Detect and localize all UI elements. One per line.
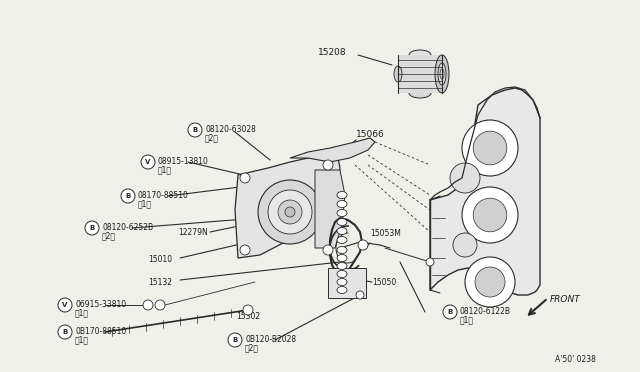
Ellipse shape: [337, 279, 347, 285]
Circle shape: [240, 245, 250, 255]
Text: 〈2〉: 〈2〉: [102, 231, 116, 240]
Ellipse shape: [337, 209, 347, 217]
Ellipse shape: [337, 247, 347, 253]
Polygon shape: [290, 138, 375, 162]
Circle shape: [263, 179, 269, 185]
Text: 12279N: 12279N: [178, 228, 208, 237]
Circle shape: [443, 305, 457, 319]
Text: FRONT: FRONT: [550, 295, 580, 305]
Polygon shape: [315, 170, 345, 248]
Circle shape: [473, 198, 507, 232]
Circle shape: [356, 291, 364, 299]
Text: B: B: [193, 127, 198, 133]
Ellipse shape: [440, 69, 444, 79]
Circle shape: [141, 155, 155, 169]
Text: 08120-63028: 08120-63028: [205, 125, 256, 134]
Text: 〈2〉: 〈2〉: [245, 343, 259, 352]
Text: B: B: [90, 225, 95, 231]
Text: 〈1〉: 〈1〉: [75, 335, 89, 344]
Text: 0B170-88510: 0B170-88510: [75, 327, 126, 336]
Text: 〈2〉: 〈2〉: [205, 133, 219, 142]
Polygon shape: [235, 155, 340, 258]
Ellipse shape: [337, 254, 347, 262]
Circle shape: [243, 305, 253, 315]
Circle shape: [155, 300, 165, 310]
Text: 08915-13810: 08915-13810: [158, 157, 209, 166]
Circle shape: [358, 240, 368, 250]
Text: 0B120-B2028: 0B120-B2028: [245, 335, 296, 344]
Text: A'50' 0238: A'50' 0238: [555, 355, 595, 364]
Circle shape: [453, 233, 477, 257]
Circle shape: [462, 120, 518, 176]
Circle shape: [287, 179, 293, 185]
Ellipse shape: [337, 218, 347, 225]
Text: 15053M: 15053M: [370, 229, 401, 238]
Ellipse shape: [337, 228, 347, 234]
Text: 〈1〉: 〈1〉: [138, 199, 152, 208]
Circle shape: [473, 131, 507, 165]
Circle shape: [268, 190, 312, 234]
Text: 15050: 15050: [372, 278, 396, 287]
Ellipse shape: [337, 192, 347, 199]
Circle shape: [426, 258, 434, 266]
Ellipse shape: [438, 63, 446, 85]
Circle shape: [58, 298, 72, 312]
Text: 15066: 15066: [356, 130, 385, 139]
Circle shape: [450, 163, 480, 193]
Bar: [328, 268, 366, 298]
Circle shape: [285, 207, 295, 217]
Circle shape: [323, 160, 333, 170]
Text: 15132: 15132: [148, 278, 172, 287]
Ellipse shape: [337, 263, 347, 269]
Ellipse shape: [409, 88, 431, 98]
Circle shape: [462, 187, 518, 243]
Text: V: V: [145, 159, 150, 165]
Circle shape: [58, 325, 72, 339]
Text: 08120-6122B: 08120-6122B: [460, 307, 511, 316]
Circle shape: [465, 257, 515, 307]
Text: B: B: [447, 309, 452, 315]
Ellipse shape: [337, 237, 347, 244]
Text: 06915-33810: 06915-33810: [75, 300, 126, 309]
Text: 08170-88510: 08170-88510: [138, 191, 189, 200]
Circle shape: [85, 221, 99, 235]
Text: 〈1〉: 〈1〉: [158, 165, 172, 174]
Polygon shape: [430, 88, 540, 295]
Text: B: B: [232, 337, 237, 343]
Circle shape: [475, 267, 505, 297]
Bar: [398, 55, 442, 93]
Ellipse shape: [337, 270, 347, 278]
Ellipse shape: [394, 66, 402, 82]
Text: B: B: [62, 329, 68, 335]
Circle shape: [279, 179, 285, 185]
Circle shape: [323, 245, 333, 255]
Ellipse shape: [435, 55, 449, 93]
Circle shape: [258, 180, 322, 244]
Ellipse shape: [337, 286, 347, 294]
Text: 〈1〉: 〈1〉: [460, 315, 474, 324]
Circle shape: [143, 300, 153, 310]
Circle shape: [188, 123, 202, 137]
Text: 15302: 15302: [236, 312, 260, 321]
Text: 15208: 15208: [318, 48, 347, 57]
Text: B: B: [125, 193, 131, 199]
Ellipse shape: [409, 50, 431, 60]
Circle shape: [121, 189, 135, 203]
Circle shape: [240, 173, 250, 183]
Text: 08120-6252B: 08120-6252B: [102, 223, 153, 232]
Text: 〈1〉: 〈1〉: [75, 308, 89, 317]
Text: V: V: [62, 302, 68, 308]
Circle shape: [228, 333, 242, 347]
Ellipse shape: [337, 201, 347, 208]
Circle shape: [255, 179, 261, 185]
Circle shape: [278, 200, 302, 224]
Circle shape: [271, 179, 277, 185]
Circle shape: [247, 179, 253, 185]
Text: 15010: 15010: [148, 255, 172, 264]
